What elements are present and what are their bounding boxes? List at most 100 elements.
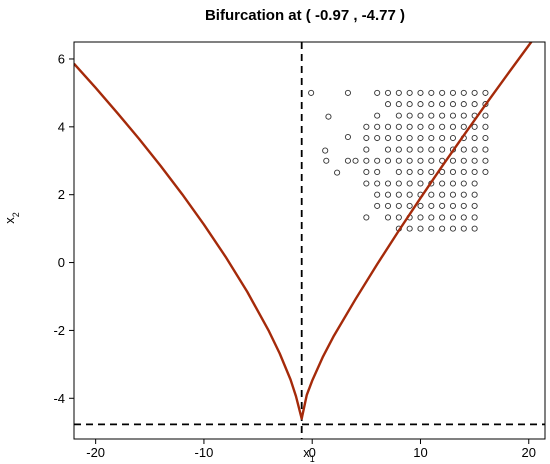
- data-point-76: [374, 157, 381, 164]
- data-point-83: [449, 157, 457, 164]
- data-point-52: [374, 134, 381, 142]
- data-point-124: [428, 202, 435, 209]
- data-point-72: [471, 146, 478, 153]
- data-point-41: [384, 123, 392, 130]
- y-axis: -4 -2 0 2 4 6: [53, 51, 74, 406]
- data-point-85: [471, 157, 478, 164]
- data-point-112: [406, 191, 413, 198]
- data-point-106: [471, 180, 478, 187]
- x-tick-label-3: 10: [413, 445, 427, 460]
- data-point-100: [406, 180, 413, 187]
- data-point-4: [322, 147, 329, 154]
- y-tick-label-3: 2: [58, 187, 65, 202]
- data-point-53: [384, 134, 392, 142]
- data-point-25: [449, 101, 457, 108]
- data-point-74: [352, 157, 359, 164]
- data-point-137: [460, 214, 467, 221]
- data-point-127: [460, 202, 467, 209]
- y-tick-label-2: 0: [58, 255, 65, 270]
- data-point-24: [439, 101, 446, 108]
- data-point-9: [384, 89, 392, 96]
- data-point-46: [439, 123, 446, 130]
- data-point-62: [482, 134, 489, 142]
- data-point-134: [428, 214, 435, 221]
- data-point-61: [471, 134, 478, 142]
- data-point-51: [363, 134, 370, 142]
- data-point-123: [417, 202, 424, 209]
- data-point-32: [417, 112, 424, 119]
- data-point-118: [471, 191, 478, 198]
- x-axis-label: x1: [303, 445, 315, 464]
- data-point-87: [363, 168, 370, 176]
- bifurcation-curve: [74, 42, 533, 420]
- data-point-141: [417, 225, 424, 232]
- data-point-73: [482, 146, 489, 153]
- data-point-14: [439, 89, 446, 96]
- data-point-117: [460, 191, 467, 198]
- data-point-39: [363, 123, 370, 130]
- data-point-80: [417, 157, 424, 164]
- data-point-86: [482, 157, 489, 164]
- y-tick-label-4: 4: [58, 119, 65, 134]
- data-point-19: [384, 101, 392, 108]
- data-point-146: [471, 225, 478, 232]
- data-point-6: [334, 169, 341, 176]
- data-point-34: [439, 112, 446, 119]
- data-point-57: [428, 134, 435, 142]
- data-point-16: [460, 89, 467, 96]
- data-point-10: [395, 89, 402, 96]
- data-point-122: [406, 202, 413, 209]
- x-tick-label-4: 20: [522, 445, 536, 460]
- data-point-144: [449, 225, 457, 232]
- reference-lines: [74, 42, 545, 439]
- y-tick-label-0: -4: [53, 391, 65, 406]
- data-point-40: [374, 123, 381, 130]
- data-point-43: [406, 123, 413, 130]
- data-point-78: [395, 157, 402, 164]
- data-point-90: [406, 168, 413, 176]
- data-point-7: [344, 157, 351, 164]
- data-point-45: [428, 123, 435, 130]
- data-point-92: [428, 168, 435, 176]
- data-point-75: [363, 157, 370, 164]
- data-point-63: [363, 146, 370, 153]
- data-point-97: [482, 168, 489, 176]
- data-point-140: [406, 225, 413, 232]
- data-point-18: [482, 89, 489, 96]
- data-point-47: [449, 123, 457, 130]
- data-point-99: [395, 180, 402, 187]
- x-tick-label-0: -20: [86, 445, 105, 460]
- x-axis: -20 -10 0 10 20: [86, 439, 536, 460]
- data-point-26: [460, 101, 467, 108]
- data-point-88: [374, 168, 381, 176]
- data-point-35: [449, 112, 457, 119]
- data-point-27: [471, 101, 478, 108]
- data-point-68: [428, 146, 435, 153]
- data-point-55: [406, 134, 413, 142]
- data-point-135: [439, 214, 446, 221]
- data-point-125: [439, 202, 446, 209]
- y-tick-label-5: 6: [58, 51, 65, 66]
- data-point-128: [471, 202, 478, 209]
- data-point-29: [374, 112, 381, 119]
- data-point-81: [428, 157, 435, 164]
- data-point-22: [417, 101, 424, 108]
- data-point-38: [482, 112, 489, 119]
- data-point-23: [428, 101, 435, 108]
- data-point-54: [395, 134, 402, 142]
- data-point-36: [460, 112, 467, 119]
- data-point-20: [395, 101, 402, 108]
- data-point-77: [384, 157, 392, 164]
- data-point-66: [406, 146, 413, 153]
- data-point-0: [308, 89, 315, 96]
- y-axis-label: x2: [2, 212, 21, 224]
- data-point-103: [439, 180, 446, 187]
- data-point-30: [395, 112, 402, 119]
- data-point-121: [395, 202, 402, 209]
- data-point-91: [417, 168, 424, 176]
- data-point-8: [374, 89, 381, 96]
- data-point-105: [460, 180, 467, 187]
- data-point-42: [395, 123, 402, 130]
- data-point-107: [363, 180, 370, 187]
